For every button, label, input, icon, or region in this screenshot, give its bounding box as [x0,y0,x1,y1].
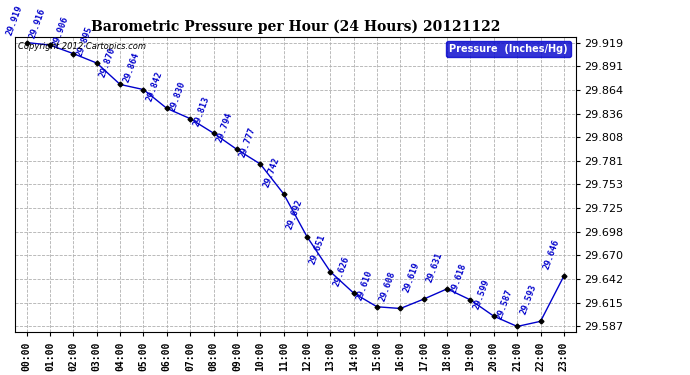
Title: Barometric Pressure per Hour (24 Hours) 20121122: Barometric Pressure per Hour (24 Hours) … [90,20,500,34]
Legend: Pressure  (Inches/Hg): Pressure (Inches/Hg) [446,41,571,57]
Text: 29.610: 29.610 [355,268,374,301]
Text: 29.906: 29.906 [52,15,70,48]
Text: 29.919: 29.919 [5,4,24,37]
Text: 29.646: 29.646 [542,238,561,270]
Text: 29.631: 29.631 [425,251,444,283]
Text: 29.692: 29.692 [285,198,304,231]
Text: 29.626: 29.626 [332,255,351,288]
Text: 29.813: 29.813 [192,95,210,128]
Text: 29.842: 29.842 [145,70,164,103]
Text: Copyright 2012 Cartopics.com: Copyright 2012 Cartopics.com [18,42,146,51]
Text: 29.599: 29.599 [472,278,491,310]
Text: 29.651: 29.651 [308,234,328,266]
Text: 29.794: 29.794 [215,111,234,144]
Text: 29.742: 29.742 [262,156,281,188]
Text: 29.916: 29.916 [28,7,48,39]
Text: 29.830: 29.830 [168,80,188,113]
Text: 29.587: 29.587 [495,288,515,321]
Text: 29.895: 29.895 [75,25,94,57]
Text: 29.593: 29.593 [519,283,538,316]
Text: 29.777: 29.777 [238,126,257,158]
Text: 29.870: 29.870 [98,46,117,79]
Text: 29.864: 29.864 [121,51,141,84]
Text: 29.608: 29.608 [378,270,397,303]
Text: 29.618: 29.618 [448,262,468,294]
Text: 29.619: 29.619 [402,261,421,294]
